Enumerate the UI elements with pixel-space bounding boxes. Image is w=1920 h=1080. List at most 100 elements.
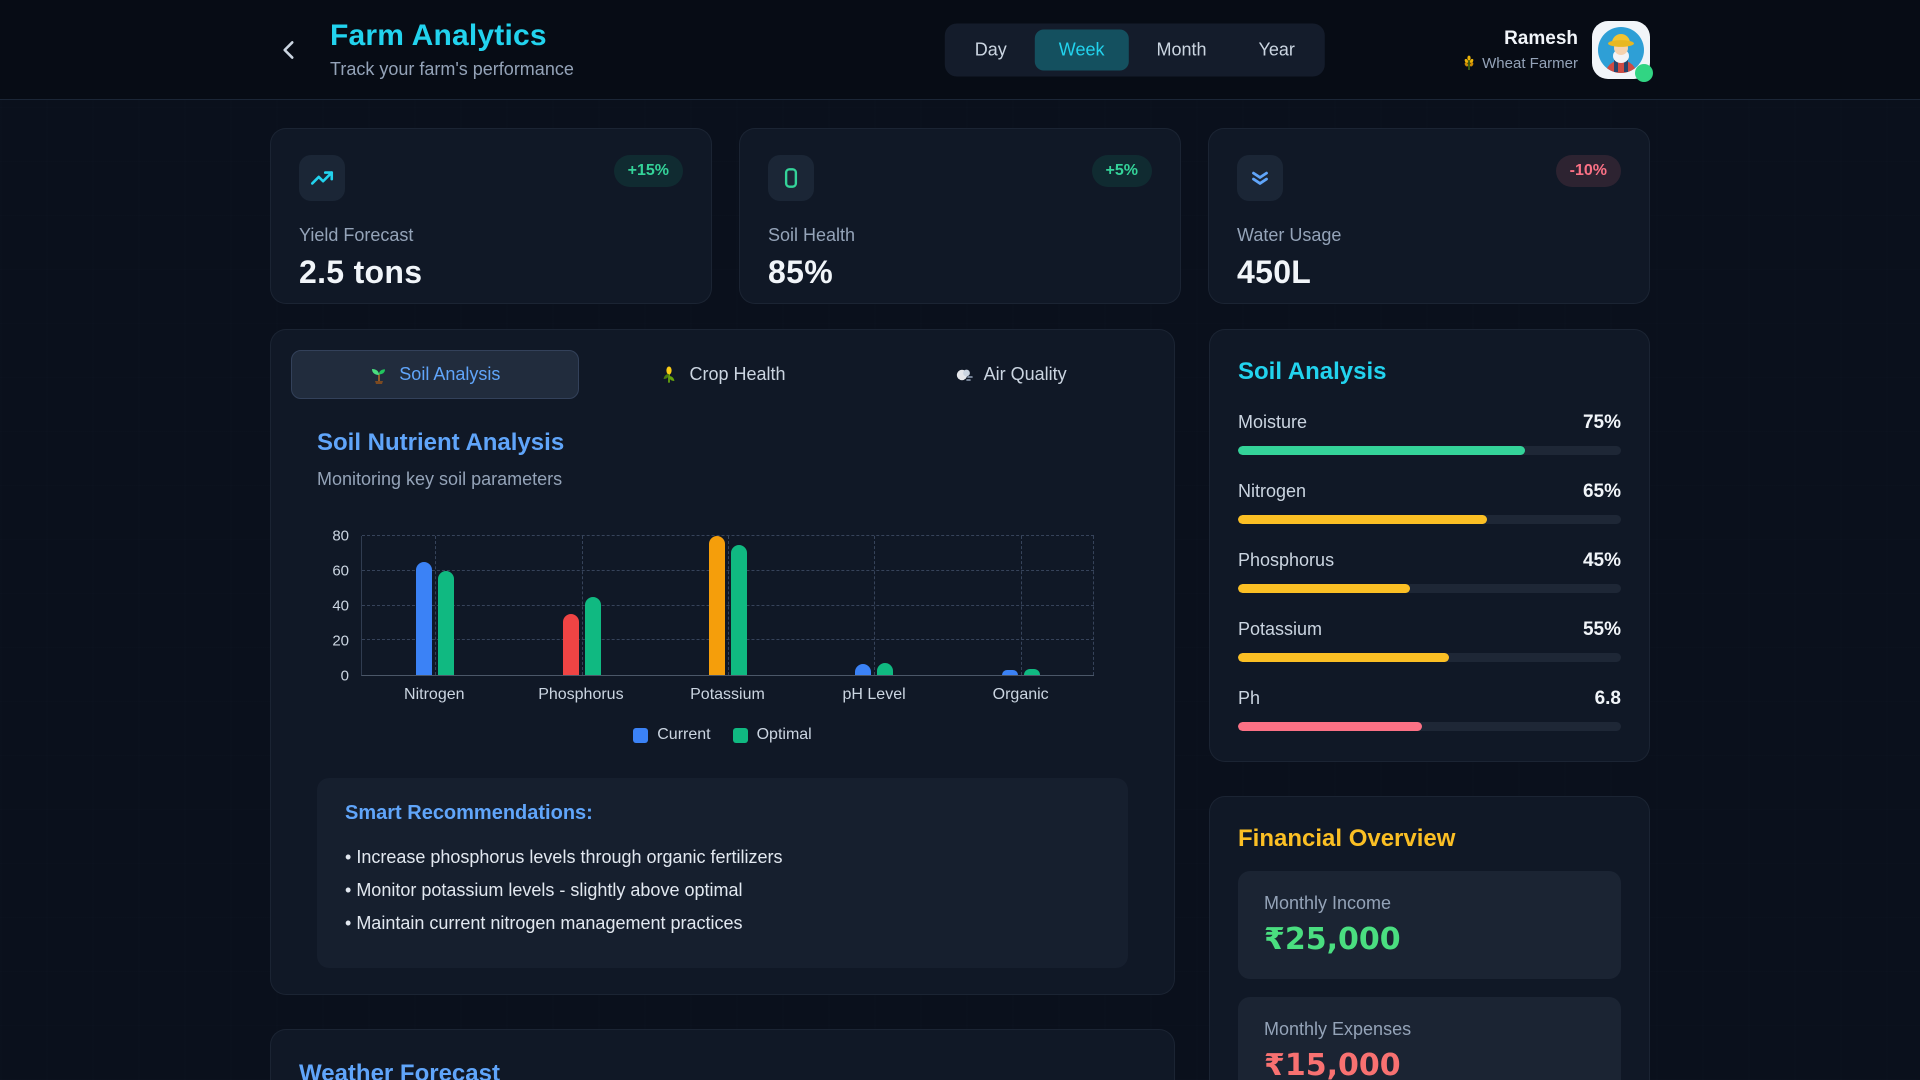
progress-fill: [1238, 584, 1411, 593]
water-usage-badge: -10%: [1555, 155, 1621, 187]
avatar[interactable]: [1592, 20, 1653, 82]
range-tab-day[interactable]: Day: [951, 29, 1031, 70]
range-tab-month[interactable]: Month: [1132, 29, 1230, 70]
tab-air-quality[interactable]: Air Quality: [866, 350, 1154, 399]
metric-value: 6.8: [1594, 688, 1621, 709]
h-gridline: [362, 569, 1094, 571]
bar-organic-optimal: [1023, 668, 1040, 675]
back-button[interactable]: [270, 31, 308, 69]
stat-cards-row: +15% Yield Forecast 2.5 tons +5% Soil He…: [270, 128, 1650, 304]
range-tab-year[interactable]: Year: [1235, 29, 1319, 70]
h-gridline: [362, 604, 1094, 606]
tab-label: Air Quality: [983, 364, 1067, 384]
bar-group-potassium: [655, 536, 801, 675]
x-category-label: Nitrogen: [404, 686, 465, 703]
back-icon: [283, 40, 294, 59]
x-category-label: pH Level: [842, 686, 906, 703]
metric-label: Ph: [1238, 688, 1261, 708]
time-range-tabs: Day Week Month Year: [944, 23, 1325, 76]
stat-card-water-usage: -10% Water Usage 450L: [1208, 128, 1650, 304]
chart-title: Soil Nutrient Analysis: [317, 429, 565, 456]
online-status-dot: [1635, 63, 1653, 82]
metric-label: Nitrogen: [1238, 481, 1307, 501]
analysis-tabs: Soil Analysis Crop Health Air Quality: [291, 350, 1154, 399]
device-icon: [784, 168, 798, 188]
tab-soil-analysis[interactable]: Soil Analysis: [291, 350, 579, 399]
h-gridline: [362, 639, 1094, 641]
monthly-expenses-card: Monthly Expenses ₹15,000: [1238, 997, 1621, 1080]
financial-overview-panel: Financial Overview Monthly Income ₹25,00…: [1209, 796, 1650, 1080]
legend-label: Current: [657, 726, 711, 743]
metric-value: 55%: [1582, 619, 1621, 640]
soil-nutrient-chart: 0 20 40 60 80 Nitrogen Phosphorus Potassium pH …: [317, 528, 1128, 704]
bar-potassium-optimal: [731, 544, 748, 675]
metric-value: 75%: [1582, 412, 1621, 433]
legend-item-current: Current: [633, 726, 711, 744]
page-title: Farm Analytics: [330, 19, 547, 52]
bar-phosphorus-optimal: [584, 596, 601, 675]
stat-value: 2.5 tons: [299, 254, 423, 290]
chart-x-labels: Nitrogen Phosphorus Potassium pH Level Organ…: [361, 686, 1094, 704]
tab-crop-health[interactable]: Crop Health: [579, 350, 867, 399]
v-gridline: [435, 536, 437, 675]
v-gridline: [874, 536, 876, 675]
stat-label: Soil Health: [768, 225, 856, 245]
metric-moisture: Moisture 75%: [1238, 412, 1621, 455]
chart-legend: Current Optimal: [317, 726, 1128, 744]
stat-label: Water Usage: [1237, 225, 1342, 245]
metric-value: 65%: [1582, 481, 1621, 502]
soil-analysis-panel: Soil Analysis Moisture 75% Nitrogen 65% Ph…: [1209, 329, 1650, 762]
chart-subtitle: Monitoring key soil parameters: [317, 469, 563, 489]
yield-icon-box: [299, 155, 345, 201]
seedling-icon: [372, 368, 386, 384]
air-icon: [956, 369, 973, 381]
soil-health-badge: +5%: [1091, 155, 1152, 187]
page-subtitle: Track your farm's performance: [330, 59, 574, 79]
chevrons-down-icon: [1252, 171, 1268, 185]
stat-card-yield-forecast: +15% Yield Forecast 2.5 tons: [270, 128, 712, 304]
app-header: Farm Analytics Track your farm's perform…: [0, 0, 1920, 100]
metric-ph: Ph 6.8: [1238, 688, 1621, 731]
legend-swatch: [732, 727, 748, 743]
progress-fill: [1238, 653, 1449, 662]
metric-nitrogen: Nitrogen 65%: [1238, 481, 1621, 524]
fin-value: ₹15,000: [1264, 1048, 1401, 1080]
progress-fill: [1238, 722, 1422, 731]
y-tick-label: 20: [332, 632, 349, 650]
bar-potassium-current: [709, 536, 726, 675]
soil-panel-title: Soil Analysis: [1238, 358, 1387, 385]
bar-group-organic: [948, 536, 1094, 675]
bar-group-ph-level: [801, 536, 947, 675]
fin-label: Monthly Expenses: [1264, 1019, 1412, 1039]
metric-label: Moisture: [1238, 412, 1308, 432]
yield-badge: +15%: [613, 155, 683, 187]
chart-section: Soil Nutrient Analysis Monitoring key so…: [291, 399, 1154, 968]
stat-value: 450L: [1237, 254, 1312, 290]
bar-phosphorus-current: [562, 614, 579, 675]
tab-label: Soil Analysis: [399, 364, 501, 384]
progress-track: [1238, 446, 1621, 455]
bar-nitrogen-current: [416, 562, 433, 675]
y-tick-label: 0: [340, 667, 349, 685]
bar-group-nitrogen: [362, 536, 508, 675]
legend-item-optimal: Optimal: [732, 726, 812, 744]
weather-title: Weather Forecast: [299, 1060, 500, 1080]
water-usage-icon-box: [1237, 155, 1283, 201]
metric-label: Potassium: [1238, 619, 1323, 639]
fin-label: Monthly Income: [1264, 893, 1392, 913]
x-category-label: Phosphorus: [538, 686, 624, 703]
progress-fill: [1238, 446, 1526, 455]
bar-ph-level-optimal: [877, 663, 894, 675]
metric-potassium: Potassium 55%: [1238, 619, 1621, 662]
bar-organic-current: [1001, 669, 1018, 675]
x-category-label: Organic: [992, 686, 1049, 703]
financial-title: Financial Overview: [1238, 825, 1456, 852]
recommendations-list: Increase phosphorus levels through organ…: [345, 841, 1100, 940]
range-tab-week[interactable]: Week: [1034, 29, 1129, 70]
y-tick-label: 80: [332, 527, 349, 545]
user-name: Ramesh: [1504, 27, 1578, 49]
fin-value: ₹25,000: [1264, 922, 1401, 957]
v-gridline: [728, 536, 730, 675]
progress-track: [1238, 584, 1621, 593]
recommendation-item: Monitor potassium levels - slightly abov…: [345, 874, 1100, 907]
